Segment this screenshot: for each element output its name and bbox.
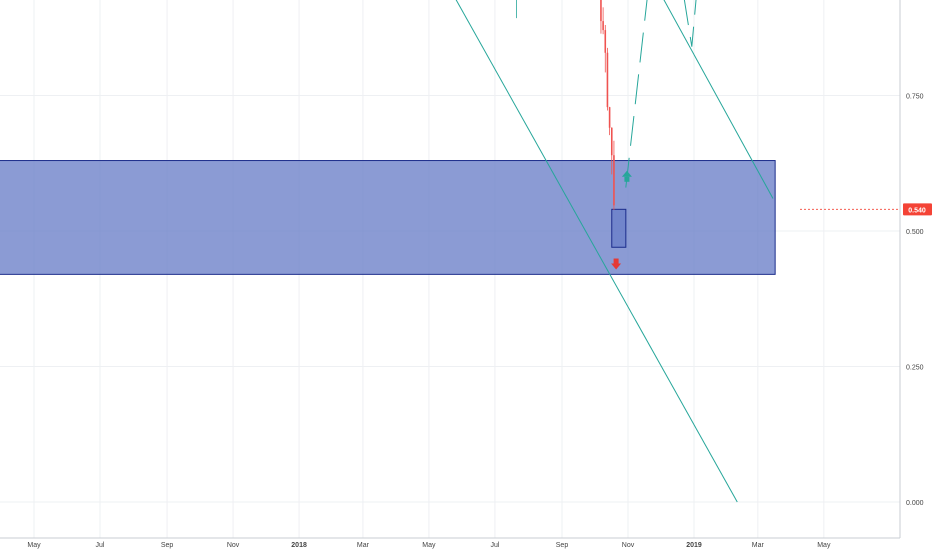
candle-body (613, 155, 615, 206)
time-axis[interactable]: May Jul Sep Nov 2018 Mar May Jul Sep Nov 2019 Mar Ma… (27, 542, 831, 549)
time-tick-label: 2019 (686, 542, 702, 549)
arrow-down-icon (611, 258, 622, 270)
arrow-stem (624, 176, 630, 182)
time-tick-label: Nov (227, 542, 240, 549)
price-tick-label: 0.500 (906, 229, 924, 236)
time-tick-label: Mar (752, 542, 765, 549)
candle (613, 140, 615, 210)
channel-line (455, 0, 738, 503)
candle-body (606, 52, 609, 108)
time-tick-label: Nov (622, 542, 635, 549)
arrow-up-icon (621, 170, 632, 182)
time-tick-label: 2018 (291, 542, 307, 549)
last-price-label: 0.540 (908, 207, 926, 214)
time-tick-label: Jul (490, 542, 499, 549)
price-zone (611, 208, 627, 248)
arrow-markers (611, 170, 632, 270)
time-tick-label: May (27, 542, 41, 549)
candle-body (608, 107, 611, 128)
support-resistance-zones (0, 160, 776, 275)
time-tick-label: May (422, 542, 436, 549)
candle (516, 0, 517, 19)
candle-body (610, 127, 613, 156)
candle-body (602, 21, 604, 31)
candle (604, 25, 607, 73)
price-tick-label: 0.250 (906, 365, 924, 372)
candle-body (604, 30, 607, 53)
time-axis-background (0, 538, 932, 550)
last-price-badge (903, 203, 932, 216)
price-axis-background (900, 0, 932, 550)
price-tick-label: 0.000 (906, 500, 924, 507)
price-zone (0, 160, 776, 275)
last-price-marker: 0.540 (800, 203, 932, 216)
time-tick-label: Jul (96, 542, 105, 549)
candle (600, 0, 602, 34)
candle (602, 7, 604, 35)
trend-lines (455, 0, 774, 503)
time-tick-label: May (817, 542, 831, 549)
time-tick-label: Sep (556, 542, 569, 549)
candle-body (600, 0, 602, 22)
projection-path (625, 0, 697, 188)
arrow-stem (613, 258, 619, 264)
arrow-head (611, 263, 622, 270)
candle (608, 106, 611, 136)
channel-line (663, 0, 774, 199)
time-tick-label: Sep (161, 542, 174, 549)
candlesticks (516, 0, 615, 210)
price-axis[interactable]: 0.0000.2500.5000.7501.0001.2501.5001.750… (906, 0, 924, 508)
price-tick-label: 0.750 (906, 94, 924, 101)
time-tick-label: Mar (357, 542, 370, 549)
candle (606, 47, 609, 111)
arrow-head (621, 170, 632, 177)
candle (610, 127, 613, 175)
